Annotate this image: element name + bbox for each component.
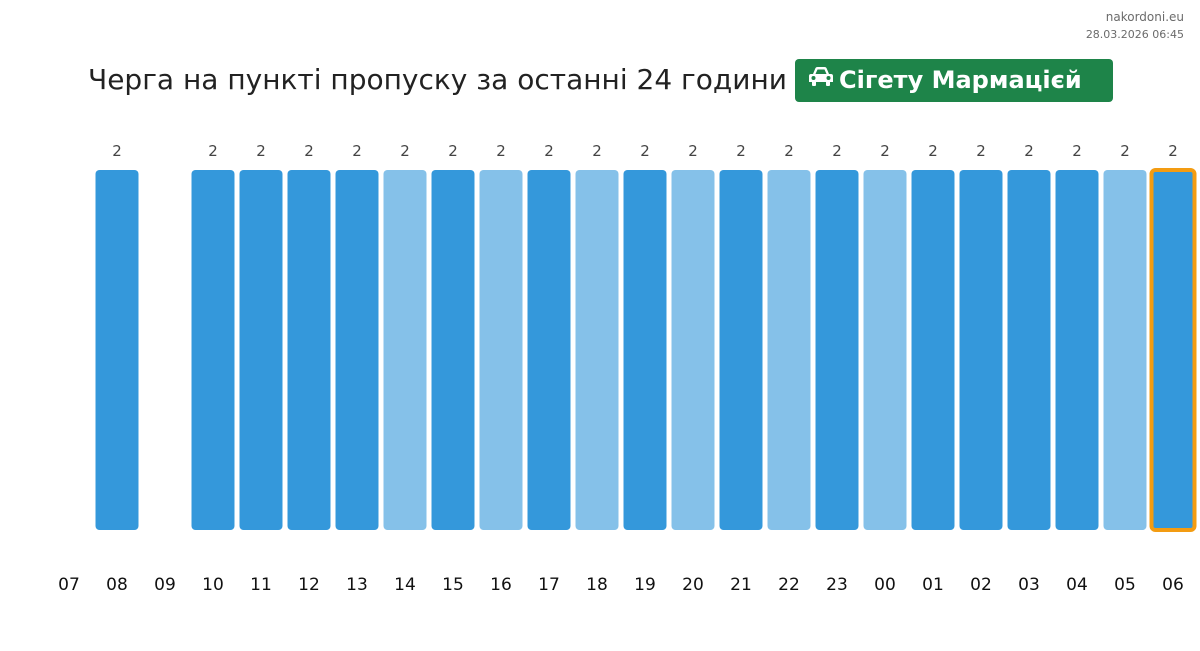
data-label-02: 2 — [976, 142, 986, 160]
x-tick-label-01: 01 — [922, 575, 944, 595]
bar-10 — [191, 170, 235, 530]
data-label-04: 2 — [1072, 142, 1082, 160]
data-label-01: 2 — [928, 142, 938, 160]
bar-01 — [911, 170, 955, 530]
x-tick-label-03: 03 — [1018, 575, 1040, 595]
bar-14 — [383, 170, 427, 530]
data-label-16: 2 — [496, 142, 506, 160]
x-tick-label-06: 06 — [1162, 575, 1184, 595]
data-label-21: 2 — [736, 142, 746, 160]
x-tick-label-17: 17 — [538, 575, 560, 595]
checkpoint-badge: Сігету Мармацієй — [795, 59, 1113, 102]
bar-20 — [671, 170, 715, 530]
page-title: Черга на пункті пропуску за останні 24 г… — [88, 63, 787, 96]
x-tick-label-04: 04 — [1066, 575, 1088, 595]
x-tick-label-10: 10 — [202, 575, 224, 595]
data-label-22: 2 — [784, 142, 794, 160]
bar-11 — [239, 170, 283, 530]
bar-18 — [575, 170, 619, 530]
x-tick-label-09: 09 — [154, 575, 176, 595]
bar-04 — [1055, 170, 1099, 530]
data-label-19: 2 — [640, 142, 650, 160]
data-label-05: 2 — [1120, 142, 1130, 160]
data-label-17: 2 — [544, 142, 554, 160]
data-label-12: 2 — [304, 142, 314, 160]
bar-00 — [863, 170, 907, 530]
car-icon — [808, 58, 834, 101]
x-tick-label-15: 15 — [442, 575, 464, 595]
bar-02 — [959, 170, 1003, 530]
bar-17 — [527, 170, 571, 530]
data-label-18: 2 — [592, 142, 602, 160]
checkpoint-name: Сігету Мармацієй — [839, 66, 1082, 94]
data-label-08: 2 — [112, 142, 122, 160]
data-label-03: 2 — [1024, 142, 1034, 160]
data-label-23: 2 — [832, 142, 842, 160]
x-tick-label-23: 23 — [826, 575, 848, 595]
bar-03 — [1007, 170, 1051, 530]
bar-16 — [479, 170, 523, 530]
x-tick-label-02: 02 — [970, 575, 992, 595]
data-label-10: 2 — [208, 142, 218, 160]
chart-header: Черга на пункті пропуску за останні 24 г… — [0, 58, 1200, 102]
x-tick-label-07: 07 — [58, 575, 80, 595]
x-tick-label-21: 21 — [730, 575, 752, 595]
x-tick-label-20: 20 — [682, 575, 704, 595]
data-label-11: 2 — [256, 142, 266, 160]
bar-22 — [767, 170, 811, 530]
site-info: nakordoni.eu 28.03.2026 06:45 — [1086, 9, 1184, 43]
data-label-14: 2 — [400, 142, 410, 160]
data-label-20: 2 — [688, 142, 698, 160]
bar-12 — [287, 170, 331, 530]
bar-05 — [1103, 170, 1147, 530]
timestamp: 28.03.2026 06:45 — [1085, 28, 1184, 41]
bar-06 — [1149, 168, 1197, 532]
bar-21 — [719, 170, 763, 530]
x-tick-label-12: 12 — [298, 575, 320, 595]
data-label-00: 2 — [880, 142, 890, 160]
x-tick-label-16: 16 — [490, 575, 512, 595]
x-tick-label-11: 11 — [250, 575, 272, 595]
site-name: nakordoni.eu — [1105, 10, 1184, 24]
x-tick-label-08: 08 — [106, 575, 128, 595]
bar-13 — [335, 170, 379, 530]
data-label-13: 2 — [352, 142, 362, 160]
bar-08 — [95, 170, 139, 530]
bar-15 — [431, 170, 475, 530]
x-tick-label-05: 05 — [1114, 575, 1136, 595]
bar-23 — [815, 170, 859, 530]
bar-19 — [623, 170, 667, 530]
data-label-06: 2 — [1168, 142, 1178, 160]
x-tick-label-00: 00 — [874, 575, 896, 595]
x-tick-label-19: 19 — [634, 575, 656, 595]
x-tick-label-22: 22 — [778, 575, 800, 595]
x-tick-label-14: 14 — [394, 575, 416, 595]
x-tick-label-13: 13 — [346, 575, 368, 595]
x-tick-label-18: 18 — [586, 575, 608, 595]
data-label-15: 2 — [448, 142, 458, 160]
